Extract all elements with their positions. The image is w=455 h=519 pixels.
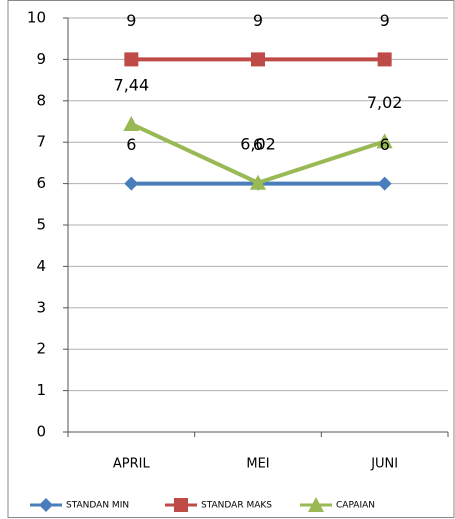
data-label: 9 — [253, 11, 263, 30]
legend-label: CAPAIAN — [336, 501, 375, 511]
data-label: 6 — [253, 135, 263, 154]
data-point — [250, 174, 266, 190]
y-tick-label: 5 — [36, 216, 46, 234]
legend-label: STANDAN MIN — [66, 501, 129, 511]
data-label: 7,44 — [114, 75, 150, 94]
legend-marker — [308, 497, 324, 512]
y-tick-label: 10 — [27, 9, 46, 27]
legend-marker — [174, 498, 188, 512]
y-tick-label: 6 — [36, 174, 46, 192]
data-point — [123, 115, 140, 131]
data-point — [377, 52, 392, 67]
data-label: 7,02 — [367, 93, 403, 112]
chart-frame — [7, 0, 455, 518]
x-tick-label: JUNI — [370, 457, 398, 472]
data-label: 6 — [380, 135, 390, 154]
data-label: 6,02 — [240, 134, 276, 153]
y-tick-label: 7 — [36, 133, 46, 151]
x-tick-label: MEI — [246, 457, 269, 472]
y-tick-label: 2 — [36, 340, 46, 358]
legend-marker — [39, 498, 53, 512]
y-tick-label: 0 — [36, 423, 46, 441]
data-point — [377, 176, 392, 191]
data-point — [376, 133, 393, 149]
y-tick-label: 1 — [36, 381, 46, 399]
data-label: 9 — [126, 11, 136, 30]
y-tick-label: 3 — [36, 298, 46, 316]
data-point — [124, 52, 139, 67]
data-point — [124, 176, 139, 191]
x-tick-label: APRIL — [113, 457, 151, 472]
legend-label: STANDAR MAKS — [201, 501, 272, 511]
data-label: 9 — [380, 11, 390, 30]
y-tick-label: 9 — [36, 50, 46, 68]
y-tick-label: 8 — [36, 91, 46, 109]
data-point — [251, 52, 265, 67]
y-tick-label: 4 — [36, 257, 46, 275]
data-label: 6 — [126, 135, 136, 154]
